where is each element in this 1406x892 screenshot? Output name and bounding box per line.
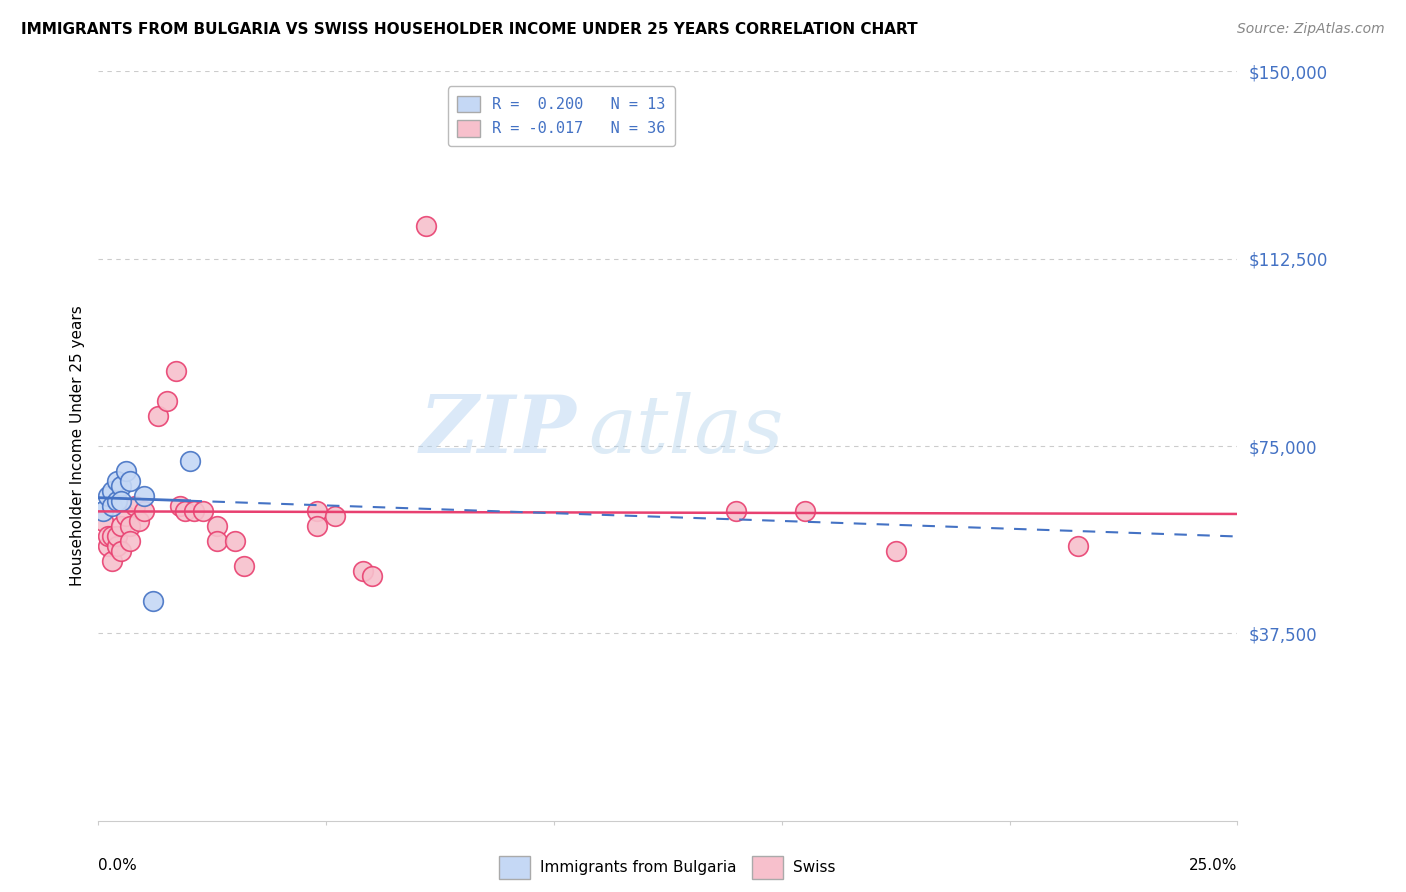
Point [105, 494, 128, 508]
Point [307, 519, 329, 533]
Point [205, 519, 228, 533]
Point [169, 499, 191, 513]
Point [132, 504, 155, 518]
Point [323, 508, 346, 523]
Point [101, 483, 124, 498]
Point [101, 499, 124, 513]
Point [110, 544, 132, 558]
Text: atlas: atlas [588, 392, 783, 470]
Point [101, 554, 124, 568]
Text: IMMIGRANTS FROM BULGARIA VS SWISS HOUSEHOLDER INCOME UNDER 25 YEARS CORRELATION : IMMIGRANTS FROM BULGARIA VS SWISS HOUSEH… [21, 22, 918, 37]
Point [114, 464, 136, 478]
Point [101, 529, 124, 543]
Point [205, 533, 228, 548]
Point [128, 514, 150, 528]
Point [120, 519, 142, 533]
Point [105, 539, 128, 553]
Point [179, 454, 201, 468]
Point [1067, 539, 1090, 553]
Point [725, 504, 748, 518]
Point [91, 514, 114, 528]
Point [132, 489, 155, 503]
Text: Swiss: Swiss [793, 861, 835, 875]
Legend: R =  0.200   N = 13, R = -0.017   N = 36: R = 0.200 N = 13, R = -0.017 N = 36 [447, 87, 675, 145]
Point [307, 504, 329, 518]
Point [884, 544, 907, 558]
Point [146, 409, 169, 423]
Point [360, 569, 382, 583]
Point [110, 479, 132, 493]
Point [96, 529, 118, 543]
Point [142, 594, 165, 608]
Point [124, 499, 146, 513]
Point [120, 474, 142, 488]
Point [105, 474, 128, 488]
Point [91, 504, 114, 518]
Point [96, 489, 118, 503]
Point [233, 558, 256, 573]
Point [352, 564, 374, 578]
Point [110, 494, 132, 508]
Point [96, 539, 118, 553]
Point [174, 504, 197, 518]
Text: 0.0%: 0.0% [98, 858, 138, 873]
Text: Source: ZipAtlas.com: Source: ZipAtlas.com [1237, 22, 1385, 37]
Point [193, 504, 215, 518]
Text: ZIP: ZIP [420, 392, 576, 470]
Point [120, 533, 142, 548]
Point [110, 519, 132, 533]
Y-axis label: Householder Income Under 25 years: Householder Income Under 25 years [69, 306, 84, 586]
Text: Immigrants from Bulgaria: Immigrants from Bulgaria [540, 861, 737, 875]
Point [114, 508, 136, 523]
Point [156, 394, 179, 409]
Point [793, 504, 815, 518]
Point [415, 219, 437, 234]
Text: 25.0%: 25.0% [1189, 858, 1237, 873]
Point [165, 364, 187, 378]
Point [183, 504, 205, 518]
Point [224, 533, 246, 548]
Point [105, 529, 128, 543]
